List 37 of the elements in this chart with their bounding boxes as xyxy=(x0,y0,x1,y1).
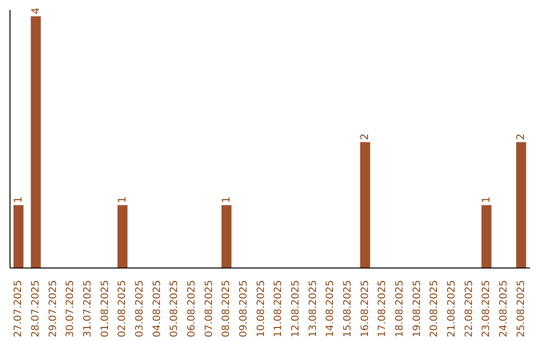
x-tick-label: 30.07.2025 xyxy=(65,280,76,338)
x-tick-label: 13.08.2025 xyxy=(308,280,319,338)
x-tick-label: 31.07.2025 xyxy=(82,280,94,338)
x-tick-label: 15.08.2025 xyxy=(342,280,354,338)
x-tick-label: 14.08.2025 xyxy=(325,280,336,338)
x-tick-label: 16.08.2025 xyxy=(360,280,371,338)
data-label: 2 xyxy=(515,133,528,140)
x-tick-label: 28.07.2025 xyxy=(30,280,42,338)
x-tick-label: 20.08.2025 xyxy=(429,280,440,338)
data-label: 1 xyxy=(220,196,232,204)
x-tick-label: 25.08.2025 xyxy=(516,280,527,338)
x-tick-label: 11.08.2025 xyxy=(273,280,284,338)
x-tick-label: 12.08.2025 xyxy=(290,280,302,338)
data-label: 4 xyxy=(30,7,42,14)
x-tick-label: 17.08.2025 xyxy=(377,280,388,338)
x-tick-label: 19.08.2025 xyxy=(412,280,423,338)
x-tick-label: 04.08.2025 xyxy=(152,280,163,338)
x-tick-label: 21.08.2025 xyxy=(446,280,458,338)
x-tick-label: 08.08.2025 xyxy=(221,280,232,338)
data-label: 1 xyxy=(12,196,24,204)
x-tick-label: 06.08.2025 xyxy=(186,280,198,338)
x-tick-label: 10.08.2025 xyxy=(256,280,267,338)
x-tick-label: 07.08.2025 xyxy=(204,280,215,338)
x-tick-label: 23.08.2025 xyxy=(481,280,492,338)
data-label: 1 xyxy=(480,196,492,204)
x-tick-label: 18.08.2025 xyxy=(394,280,406,338)
x-tick-label: 09.08.2025 xyxy=(238,280,250,338)
x-tick-label: 24.08.2025 xyxy=(498,280,510,338)
data-label: 2 xyxy=(359,133,372,140)
x-tick-label: 22.08.2025 xyxy=(464,280,475,338)
data-label: 1 xyxy=(116,196,128,204)
x-tick-label: 29.07.2025 xyxy=(48,280,59,338)
x-tick-label: 02.08.2025 xyxy=(117,280,128,338)
x-tick-label: 03.08.2025 xyxy=(134,280,146,338)
x-tick-label: 05.08.2025 xyxy=(169,280,180,338)
x-tick-label: 01.08.2025 xyxy=(100,280,111,338)
x-tick-label: 27.07.2025 xyxy=(13,280,24,338)
